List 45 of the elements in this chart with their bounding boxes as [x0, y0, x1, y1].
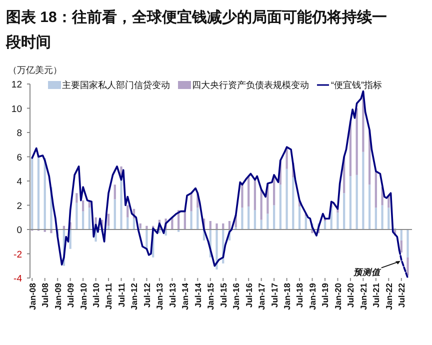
x-tick-label: Jan-11: [104, 282, 114, 310]
legend-label: “便宜钱”指标: [331, 80, 382, 90]
x-tick-label: Jan-09: [52, 282, 63, 310]
x-tick-label: Jan-13: [154, 282, 165, 310]
x-tick-label: Jul-15: [218, 282, 228, 308]
y-tick-label: 10: [11, 104, 22, 115]
y-tick-label: 12: [11, 80, 22, 90]
x-tick-label: Jan-21: [358, 282, 368, 310]
x-tick-label: Jul-20: [346, 282, 356, 308]
y-tick-label: -4: [14, 274, 22, 284]
annotation: 预测值: [353, 266, 382, 277]
chart-title: 图表 18：往前看，全球便宜钱减少的局面可能仍将持续一段时间: [5, 8, 387, 51]
x-tick-label: Jan-12: [129, 282, 140, 310]
x-tick-label: Jul-16: [244, 282, 254, 308]
legend-label: 主要国家私人部门信贷变动: [62, 80, 170, 90]
x-tick-label: Jan-16: [231, 282, 242, 310]
y-tick-label: 0: [16, 225, 22, 236]
x-tick-label: Jan-08: [27, 282, 38, 310]
x-tick-label: Jan-15: [206, 282, 216, 310]
x-tick-label: Jan-20: [332, 282, 343, 310]
x-tick-label: Jul-12: [142, 282, 152, 308]
legend-label: 四大央行资产负债表规模变动: [192, 80, 309, 90]
x-tick-label: Jul-18: [294, 282, 305, 308]
y-tick-label: 6: [16, 152, 22, 164]
y-tick-label: 2: [16, 200, 22, 212]
x-tick-label: Jul-22: [396, 282, 407, 308]
x-tick-label: Jul-14: [192, 282, 203, 308]
y-tick-label: 4: [16, 176, 22, 188]
y-axis-title: （万亿美元）: [8, 65, 62, 75]
y-tick-label: 8: [16, 128, 22, 139]
x-tick-label: Jul-11: [116, 282, 126, 308]
x-tick-label: Jan-22: [384, 282, 394, 310]
x-tick-label: Jan-18: [282, 282, 292, 310]
x-tick-label: Jul-21: [371, 282, 382, 308]
x-tick-label: Jan-17: [256, 282, 267, 310]
x-tick-label: Jan-19: [307, 282, 318, 310]
x-tick-label: Jul-10: [90, 282, 101, 308]
x-tick-label: Jan-14: [180, 282, 190, 310]
x-tick-label: Jul-13: [167, 282, 178, 308]
x-tick-label: Jan-10: [78, 282, 88, 310]
x-tick-label: Jul-19: [320, 282, 330, 308]
y-tick-label: -2: [14, 249, 22, 260]
x-tick-label: Jul-08: [40, 282, 50, 308]
x-tick-label: Jul-09: [66, 282, 76, 308]
x-tick-label: Jul-17: [269, 282, 280, 308]
